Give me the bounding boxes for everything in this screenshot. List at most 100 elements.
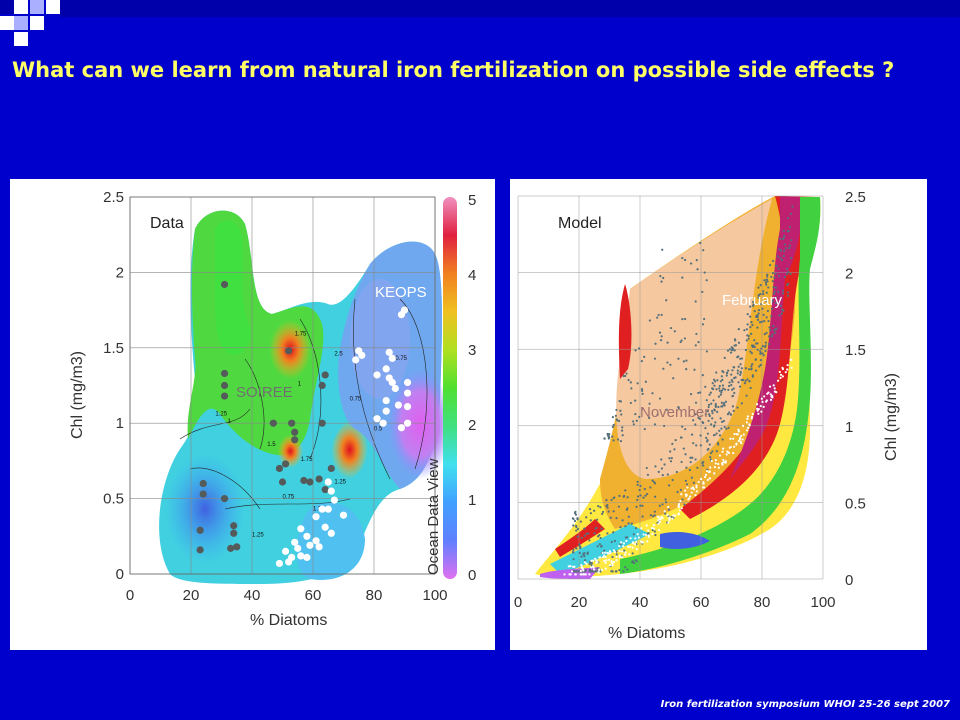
model-point-february	[680, 436, 683, 439]
data-point-soiree	[281, 460, 290, 468]
model-point-november	[628, 553, 631, 556]
model-point-november	[596, 560, 599, 564]
model-point-february	[737, 355, 740, 358]
model-point-november	[569, 565, 572, 568]
model-point-february	[612, 510, 615, 513]
model-point-november	[683, 489, 687, 492]
model-point-february	[742, 378, 745, 382]
corner-square-decoration	[0, 16, 14, 30]
model-point-february	[712, 378, 716, 381]
model-point-february	[746, 378, 749, 381]
model-point-february	[789, 212, 793, 215]
model-point-february	[624, 374, 627, 378]
model-point-february	[779, 304, 782, 307]
model-point-february	[619, 440, 623, 443]
data-point-soiree	[199, 490, 207, 498]
model-point-february	[663, 512, 667, 515]
model-point-february	[692, 481, 696, 484]
model-point-february	[719, 393, 722, 396]
model-point-february	[623, 494, 626, 498]
model-point-november	[580, 566, 584, 569]
model-point-february	[673, 448, 676, 451]
model-point-february	[791, 205, 794, 208]
model-point-february	[638, 415, 641, 418]
model-point-february	[665, 408, 668, 411]
model-point-february	[574, 524, 578, 528]
model-point-february	[768, 329, 772, 332]
model-point-november	[695, 490, 698, 493]
model-point-february	[717, 395, 721, 398]
model-point-february	[652, 515, 655, 518]
model-point-november	[611, 564, 614, 567]
data-point-soiree	[318, 381, 326, 390]
model-point-february	[636, 498, 639, 502]
model-point-february	[600, 544, 603, 548]
model-point-february	[667, 484, 671, 487]
model-point-february	[660, 467, 664, 470]
model-point-february	[649, 486, 652, 489]
data-point-soiree	[318, 419, 326, 427]
model-point-november	[708, 477, 711, 480]
model-point-february	[593, 509, 596, 512]
model-point-november	[612, 560, 615, 564]
model-point-november	[702, 486, 705, 489]
model-point-february	[611, 416, 615, 419]
model-point-february	[598, 543, 601, 546]
model-point-november	[642, 533, 645, 536]
model-point-february	[708, 393, 711, 396]
model-point-february	[770, 275, 773, 279]
data-point-keops	[297, 552, 305, 560]
model-point-february	[728, 384, 731, 388]
x-tick-label: 80	[754, 594, 771, 611]
model-point-february	[594, 527, 597, 530]
y-tick-label: 2	[845, 266, 853, 283]
model-point-november	[629, 537, 632, 540]
model-point-february	[596, 545, 599, 548]
model-point-february	[643, 487, 646, 491]
model-point-february	[731, 369, 734, 372]
model-point-february	[780, 258, 784, 262]
contour-label: 1.25	[215, 412, 227, 418]
model-point-february	[712, 387, 715, 391]
model-point-february	[729, 351, 733, 354]
model-point-february	[707, 413, 711, 416]
model-point-november	[608, 552, 612, 555]
model-point-february	[639, 484, 642, 488]
model-point-february	[696, 268, 699, 271]
model-point-november	[629, 545, 632, 548]
model-point-february	[618, 494, 621, 497]
model-point-february	[629, 381, 632, 384]
model-point-february	[704, 413, 707, 416]
model-point-february	[757, 296, 760, 299]
model-point-february	[778, 237, 782, 240]
model-point-february	[765, 283, 768, 286]
model-point-november	[650, 526, 654, 530]
data-point-keops	[291, 538, 299, 546]
model-point-february	[746, 334, 749, 337]
model-point-november	[661, 516, 664, 520]
model-point-february	[754, 358, 757, 361]
model-point-february	[694, 458, 697, 461]
model-point-february	[756, 314, 759, 317]
model-point-february	[671, 442, 674, 446]
model-point-february	[737, 328, 740, 331]
model-point-february	[730, 383, 733, 387]
model-point-february	[651, 528, 654, 532]
data-point-soiree	[306, 478, 314, 486]
model-point-february	[593, 532, 596, 535]
colorbar-tick-label: 4	[468, 267, 476, 284]
x-axis-label: % Diatoms	[250, 612, 327, 629]
model-point-february	[759, 350, 762, 353]
model-point-february	[590, 562, 593, 565]
data-point-keops	[330, 496, 338, 504]
model-point-february	[612, 423, 615, 427]
model-point-february	[607, 435, 610, 438]
y-tick-label: 2.5	[103, 189, 124, 206]
model-point-february	[745, 328, 749, 331]
model-point-november	[721, 463, 724, 466]
model-point-november	[755, 403, 759, 406]
model-point-november	[599, 556, 602, 559]
model-point-february	[692, 442, 695, 445]
model-point-february	[610, 498, 613, 502]
model-point-november	[623, 553, 627, 556]
